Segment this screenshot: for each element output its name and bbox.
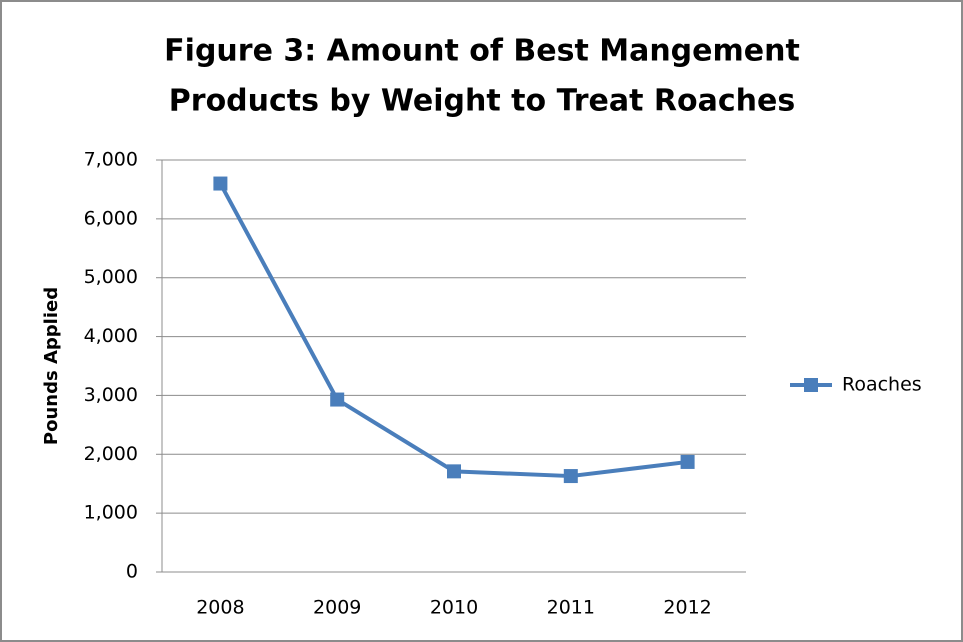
y-tick-label: 5,000 (84, 266, 138, 288)
chart-title-line: Figure 3: Amount of Best Mangement (164, 34, 800, 69)
x-tick-label: 2011 (547, 597, 595, 619)
point-marker (447, 464, 461, 479)
legend-label: Roaches (842, 374, 922, 396)
y-tick-label: 2,000 (84, 443, 138, 465)
y-axis-label: Pounds Applied (41, 287, 62, 445)
point-marker (330, 392, 345, 407)
x-tick-label: 2010 (430, 597, 478, 619)
chart-title-line: Products by Weight to Treat Roaches (169, 84, 795, 119)
point-marker (680, 454, 695, 469)
x-tick-label: 2008 (196, 597, 244, 619)
y-tick-label: 6,000 (84, 207, 138, 229)
y-tick-label: 7,000 (84, 149, 138, 171)
x-tick-label: 2009 (313, 597, 361, 619)
x-tick-label: 2012 (663, 597, 711, 619)
point-marker (563, 469, 578, 484)
y-tick-label: 0 (126, 561, 138, 583)
y-tick-label: 1,000 (84, 502, 138, 524)
y-tick-label: 4,000 (84, 325, 138, 347)
y-tick-label: 3,000 (84, 384, 138, 406)
legend-swatch-marker (804, 378, 818, 392)
point-marker (213, 176, 228, 191)
